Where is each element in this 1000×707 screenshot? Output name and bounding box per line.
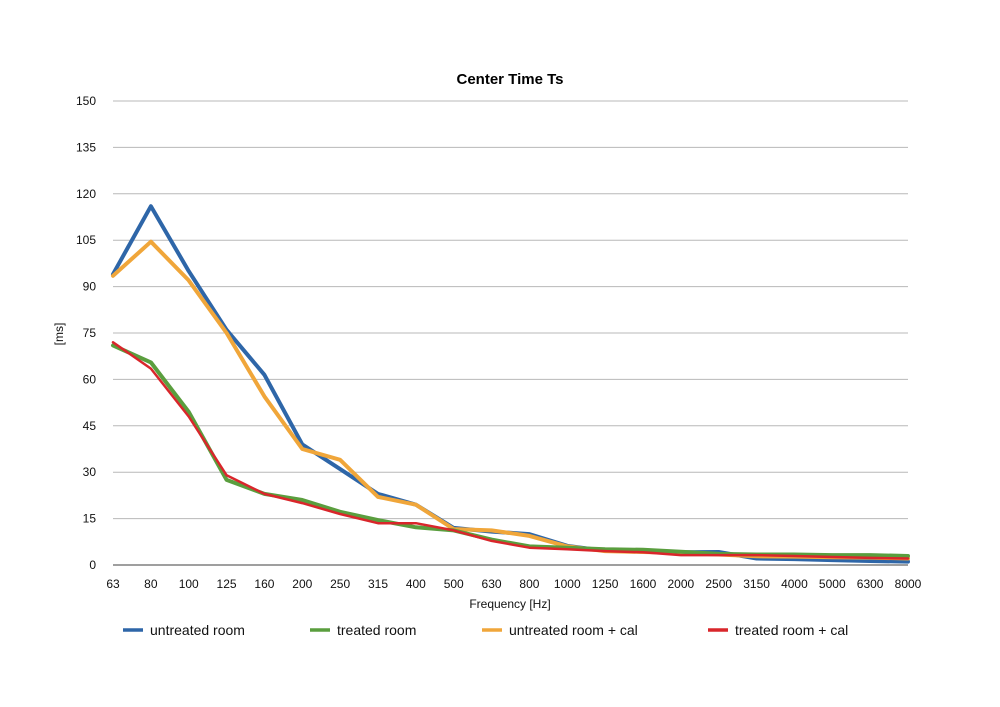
x-tick-label: 800	[519, 577, 539, 591]
x-tick-label: 1250	[592, 577, 619, 591]
y-tick-label: 30	[83, 465, 97, 479]
x-axis: 63 80 100 125 160 200 250 315 400 500 630 800 1000 12…	[106, 577, 921, 591]
series-line-treated-room	[111, 343, 910, 558]
x-tick-label: 80	[144, 577, 158, 591]
chart-title: Center Time Ts	[457, 71, 564, 88]
series-line-treated-room-cal	[111, 341, 910, 560]
y-axis-label: [ms]	[52, 323, 66, 346]
x-axis-label: Frequency [Hz]	[469, 597, 550, 611]
y-tick-label: 60	[83, 372, 97, 386]
x-tick-label: 5000	[819, 577, 846, 591]
series-line-untreated-room-cal	[111, 239, 910, 561]
y-tick-label: 105	[76, 233, 96, 247]
x-tick-label: 2500	[705, 577, 732, 591]
x-tick-label: 630	[482, 577, 502, 591]
legend-label: treated room	[337, 622, 416, 638]
x-tick-label: 160	[254, 577, 274, 591]
x-tick-label: 2000	[668, 577, 695, 591]
legend-label: untreated room	[150, 622, 245, 638]
x-tick-label: 315	[368, 577, 388, 591]
x-tick-label: 1000	[554, 577, 581, 591]
y-tick-label: 0	[89, 558, 96, 572]
y-axis: 0 15 30 45 60 75 90 105 120 135 150	[76, 94, 96, 572]
y-tick-label: 150	[76, 94, 96, 108]
x-tick-label: 125	[217, 577, 237, 591]
series-lines	[111, 204, 910, 564]
legend-label: treated room + cal	[735, 622, 848, 638]
x-tick-label: 200	[292, 577, 312, 591]
x-tick-label: 6300	[857, 577, 884, 591]
y-tick-label: 90	[83, 280, 97, 294]
y-tick-label: 15	[83, 512, 97, 526]
y-tick-label: 75	[83, 326, 97, 340]
y-tick-label: 45	[83, 419, 97, 433]
x-tick-label: 8000	[895, 577, 922, 591]
x-tick-label: 4000	[781, 577, 808, 591]
series-line-untreated-room	[111, 204, 910, 564]
x-tick-label: 100	[179, 577, 199, 591]
x-tick-label: 63	[106, 577, 120, 591]
x-tick-label: 3150	[743, 577, 770, 591]
legend: untreated room treated room untreated room…	[123, 622, 848, 638]
y-tick-label: 135	[76, 140, 96, 154]
x-tick-label: 400	[406, 577, 426, 591]
grid	[113, 100, 908, 566]
x-tick-label: 1600	[630, 577, 657, 591]
legend-label: untreated room + cal	[509, 622, 638, 638]
x-tick-label: 250	[330, 577, 350, 591]
y-tick-label: 120	[76, 187, 96, 201]
x-tick-label: 500	[444, 577, 464, 591]
